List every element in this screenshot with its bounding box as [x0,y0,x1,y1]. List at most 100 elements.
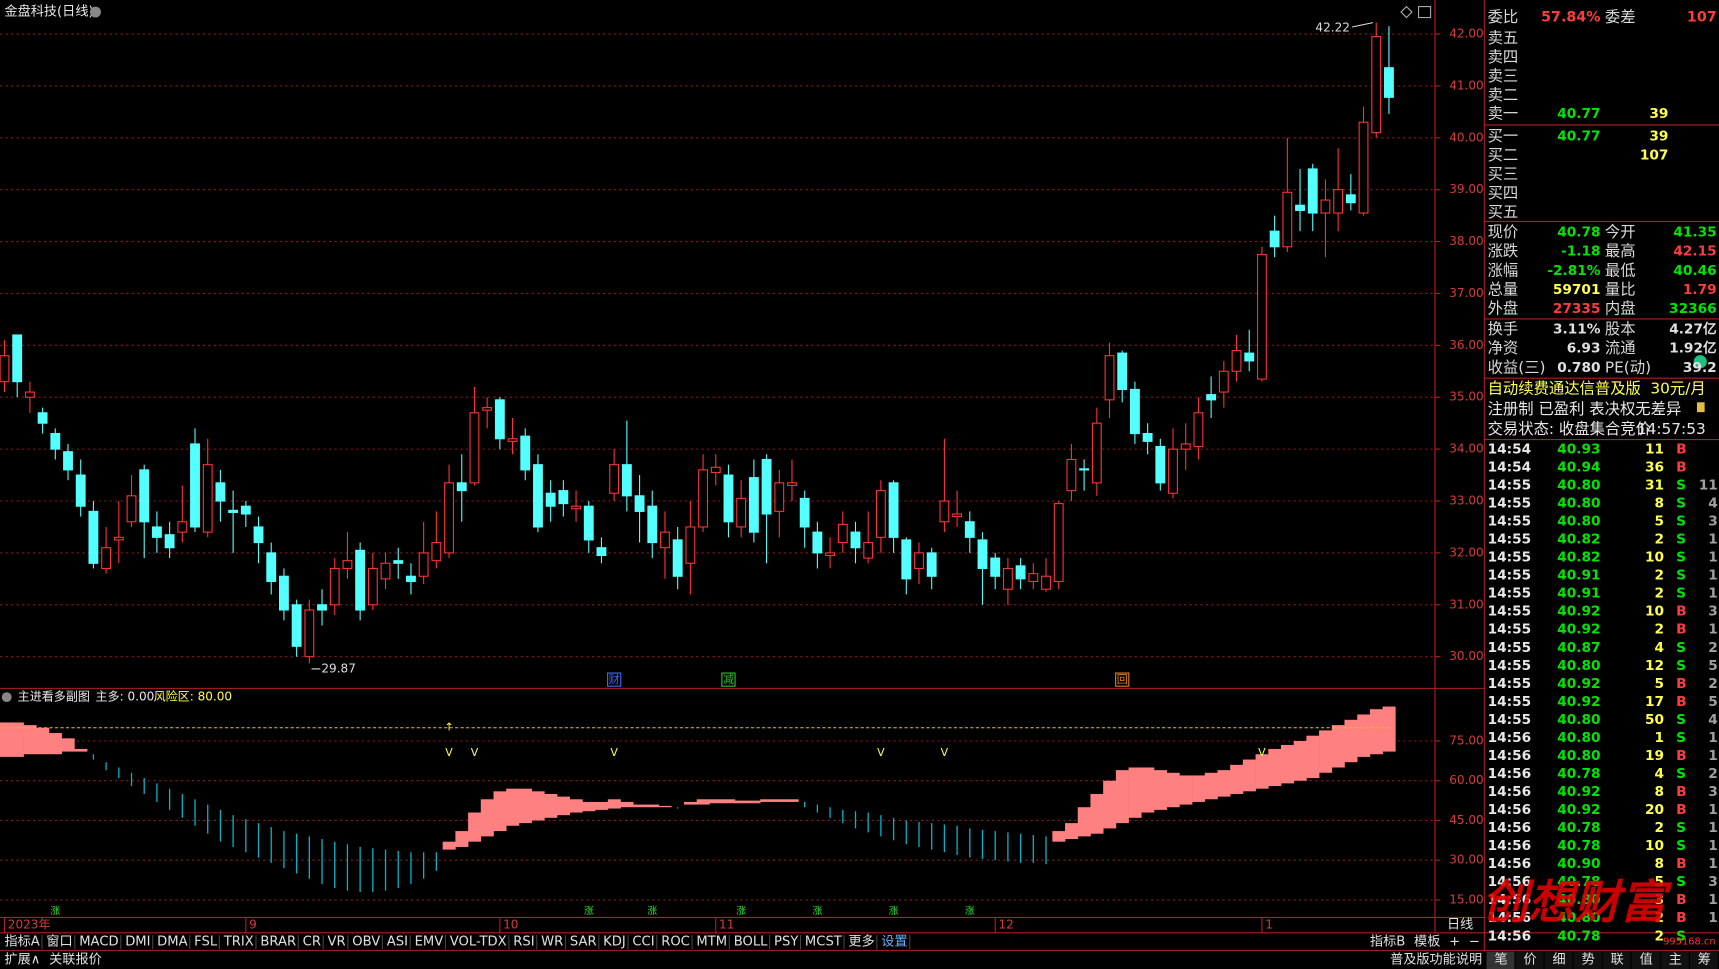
y-tick-label: 41.00 [1449,78,1484,92]
toolbar-button[interactable]: ROC [661,935,690,950]
icon[interactable] [1400,5,1413,19]
rise-mark: 涨 [50,905,60,917]
candle-body [101,547,112,570]
y-tick-label: 30.00 [1449,853,1484,867]
indicator-bar [1319,730,1333,773]
toolbar-button[interactable]: RSI [513,935,534,950]
toolbar-button[interactable]: 模板 [1414,934,1440,950]
threshold-mark: ↑ [444,721,453,734]
toolbar-button[interactable]: SAR [570,935,597,950]
tab-bg [1515,951,1544,969]
icon[interactable] [1417,6,1432,19]
period-label: 日线 [1447,917,1473,933]
indicator-bar [595,801,609,810]
status-tab[interactable]: 联 [1611,952,1624,968]
annotation-arrow [1352,22,1374,28]
quote-label: 流通 [1605,339,1636,357]
candle-body [304,609,315,658]
status-button[interactable]: 扩展∧ [5,952,41,968]
y-tick-label: 39.00 [1449,182,1484,196]
candle-body [151,526,162,538]
tick-volume: 11 [1645,441,1664,457]
tick-time: 14:54 [1488,441,1532,457]
quote-label: 委比 [1488,8,1519,26]
toolbar-button[interactable]: 指标A [5,934,40,950]
candle-body [1155,445,1166,484]
toolbar-button[interactable]: MACD [79,935,118,950]
signal-mark: V [1258,746,1266,759]
toolbar-button[interactable]: 指标B [1370,934,1405,950]
toolbar-button[interactable]: 更多 [848,933,874,950]
candle-body [291,604,302,647]
toolbar-button[interactable]: 设置 [881,934,907,950]
tick-count: 4 [1708,712,1718,728]
toolbar-button[interactable]: OBV [352,935,380,950]
toolbar-button[interactable]: DMI [125,935,150,950]
menu-icon[interactable] [90,6,101,18]
status-button[interactable]: 普及版功能说明 [1390,952,1482,968]
tick-time: 14:55 [1488,658,1532,674]
book-volume: 107 [1640,147,1669,163]
toolbar-button[interactable]: FSL [194,935,218,950]
tick-count: 1 [1708,586,1718,602]
tick-volume: 2 [1655,820,1665,836]
tick-price: 40.80 [1557,477,1600,493]
status-tab[interactable]: 值 [1640,952,1653,968]
candle-body [558,490,569,505]
toolbar-button[interactable]: CCI [632,935,654,950]
toolbar-button[interactable]: KDJ [603,935,626,950]
candle-body [825,552,836,557]
toolbar-button[interactable]: BRAR [260,935,296,950]
tick-price: 40.80 [1557,748,1600,764]
tick-volume: 4 [1655,640,1665,656]
indicator-legend: 风险区: 80.00 [154,689,233,704]
menu-icon[interactable] [1,692,12,703]
tick-volume: 4 [1655,766,1665,782]
tick-volume: 36 [1645,459,1664,475]
book-volume: 39 [1649,106,1668,122]
candle-body [113,536,124,541]
tick-volume: 19 [1645,748,1664,764]
quote-label: PE(动) [1605,358,1651,376]
book-label: 卖三 [1488,67,1519,85]
toolbar-button[interactable]: VR [328,935,346,950]
candle-body [1091,422,1102,484]
toolbar-button[interactable]: 窗口 [46,933,72,950]
status-tab[interactable]: 筹 [1698,951,1711,968]
status-tab[interactable]: 势 [1582,952,1595,968]
status-tab[interactable]: 主 [1669,952,1682,968]
candle-body [177,521,188,533]
candle-body [228,509,239,513]
toolbar-button[interactable]: MTM [696,935,727,950]
indicator-bar [684,801,698,805]
toolbar-button[interactable]: DMA [157,935,187,950]
indicator-bar [48,733,62,755]
candle-body [240,505,251,515]
toolbar-button[interactable]: MCST [805,935,843,950]
tick-side: B [1676,676,1686,692]
status-tab[interactable]: 细 [1553,952,1566,968]
toolbar-button[interactable]: ASI [387,935,408,950]
toolbar-button[interactable]: TRIX [223,935,254,950]
toolbar-button[interactable]: WR [541,935,563,950]
indicator-bar [696,799,710,805]
tick-side: B [1676,441,1686,457]
tick-volume: 5 [1655,514,1665,530]
toolbar-button[interactable]: VOL-TDX [450,935,507,950]
status-button[interactable]: 关联报价 [49,952,102,968]
toolbar-button[interactable]: CR [303,935,321,950]
toolbar-button[interactable]: EMV [415,935,444,950]
toolbar-button[interactable]: PSY [774,935,799,950]
candle-body [774,482,785,512]
quote-label: 量比 [1605,280,1636,298]
indicator-bar [1268,748,1282,787]
status-tab[interactable]: 价 [1523,953,1536,968]
rise-mark: 涨 [647,905,657,917]
toolbar-button[interactable]: − [1469,935,1480,950]
toolbar-button[interactable]: + [1449,935,1460,950]
toolbar-button[interactable]: BOLL [734,935,768,950]
notice: 注册制 已盈利 表决权无差异 [1488,400,1682,418]
status-tab[interactable]: 笔 [1494,952,1507,968]
tick-price: 40.82 [1557,532,1600,548]
